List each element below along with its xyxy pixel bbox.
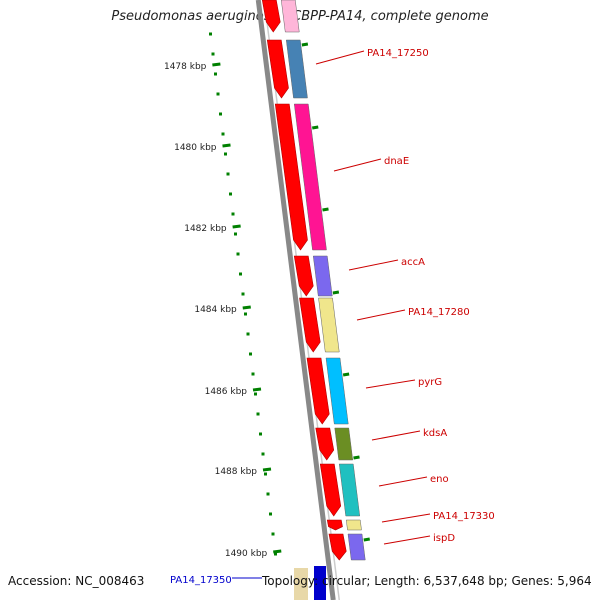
ruler-dot (244, 312, 247, 316)
ruler-dot (219, 112, 222, 116)
kbp-tick-label: 1478 kbp (164, 62, 207, 72)
kbp-tick (212, 62, 221, 67)
label-leader (381, 513, 431, 523)
kbp-tick (242, 305, 251, 310)
gene-box (285, 39, 308, 99)
gene-box (312, 255, 333, 297)
ruler-dot (221, 132, 225, 136)
ruler-dot (261, 452, 265, 456)
kbp-tick (273, 549, 282, 554)
label-leader (371, 430, 421, 441)
ruler-dot (269, 512, 272, 516)
ruler-dot (239, 272, 242, 276)
partial-gene-box-blue (314, 566, 326, 600)
gene-box (345, 519, 362, 531)
gene-label: PA14_17280 (408, 307, 470, 318)
cds-arrow (266, 39, 289, 99)
outer-tick (322, 207, 329, 212)
ruler-dot (254, 392, 257, 396)
gene-box (347, 533, 366, 561)
ruler-dot (226, 172, 230, 176)
gene-box (334, 427, 354, 461)
gene-box (318, 297, 340, 353)
gene-label: PA14_17350 (170, 575, 232, 586)
label-leader (365, 379, 416, 389)
cds-arrow (326, 519, 343, 531)
cds-arrow (293, 255, 314, 297)
ruler-dot (271, 532, 275, 536)
ruler-dot (264, 472, 267, 476)
ruler-dot (216, 92, 220, 96)
gene-box (293, 103, 327, 251)
ruler-dot (234, 232, 237, 236)
gene-label: eno (430, 474, 449, 485)
ruler-dot (249, 352, 252, 356)
kbp-tick (222, 143, 231, 148)
ruler-dot (229, 192, 232, 196)
cds-arrow (261, 0, 281, 33)
gene-box (280, 0, 300, 33)
kbp-tick-label: 1480 kbp (174, 143, 217, 153)
outer-tick (342, 372, 350, 377)
ruler-dot (236, 252, 240, 256)
gene-label: PA14_17250 (367, 48, 429, 59)
ruler-dot (241, 292, 245, 296)
cds-arrow (299, 297, 321, 353)
ruler-dot (224, 152, 227, 156)
outer-tick (363, 537, 370, 542)
outer-tick (301, 42, 309, 47)
outer-tick (332, 290, 340, 295)
gene-label: accA (401, 257, 425, 268)
cds-arrow (306, 357, 330, 425)
topology-label: Topology: circular; Length: 6,537,648 bp… (262, 574, 592, 588)
kbp-tick-label: 1484 kbp (194, 305, 237, 315)
genome-backbone (255, 0, 336, 600)
outer-tick (312, 125, 319, 130)
kbp-tick-label: 1486 kbp (205, 387, 248, 397)
cds-arrow (319, 463, 342, 517)
genome-title: Pseudomonas aeruginosa UCBPP-PA14, compl… (111, 9, 489, 24)
ruler-dot (256, 412, 260, 416)
gene-label: pyrG (418, 377, 442, 388)
ruler-dot (231, 212, 235, 216)
kbp-tick (262, 467, 272, 472)
ruler-dot (246, 332, 250, 336)
kbp-tick-label: 1488 kbp (215, 467, 258, 477)
ruler-dot (251, 372, 255, 376)
gene-label: PA14_17330 (433, 511, 495, 522)
label-leader (315, 50, 365, 65)
cds-arrow (274, 103, 308, 251)
kbp-tick-label: 1490 kbp (225, 549, 268, 559)
cds-arrow (328, 533, 347, 561)
label-leader (378, 476, 428, 487)
ruler-dot (266, 492, 270, 496)
gene-box (338, 463, 361, 517)
outer-tick (353, 455, 360, 460)
label-leader (356, 309, 406, 321)
gene-box (325, 357, 349, 425)
label-leader (333, 158, 382, 172)
kbp-tick-label: 1482 kbp (184, 224, 227, 234)
ruler-dot (259, 432, 262, 436)
accession-label: Accession: NC_008463 (8, 574, 145, 588)
ruler-dot (214, 72, 217, 76)
label-leader (348, 259, 399, 271)
ruler-dot (274, 552, 277, 556)
gene-label: kdsA (423, 428, 447, 439)
kbp-tick (232, 224, 241, 229)
kbp-tick (252, 387, 262, 392)
gene-label: dnaE (384, 156, 409, 167)
gene-label: ispD (433, 533, 455, 544)
partial-gene-box (294, 568, 308, 600)
ruler-dot (211, 52, 215, 56)
label-leader (383, 535, 431, 545)
cds-arrow (315, 427, 335, 461)
ruler-dot (209, 32, 212, 36)
